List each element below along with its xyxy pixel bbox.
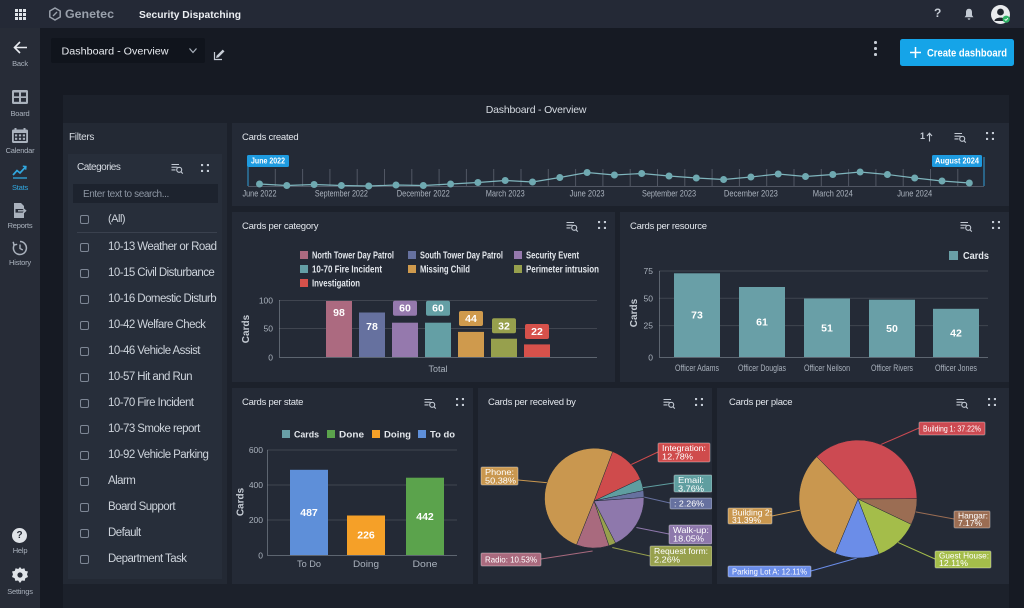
svg-text:Genetec: Genetec — [65, 9, 115, 21]
svg-text:442: 442 — [416, 511, 434, 523]
svg-text:60: 60 — [432, 303, 444, 315]
svg-text:Officer Neilson: Officer Neilson — [804, 363, 850, 373]
svg-text:Perimeter intrusion: Perimeter intrusion — [526, 265, 599, 276]
svg-text:60: 60 — [399, 303, 411, 315]
svg-text:Building 1: 37.22%: Building 1: 37.22% — [923, 424, 981, 434]
svg-text:2.26%: 2.26% — [654, 555, 680, 565]
svg-text:Officer Douglas: Officer Douglas — [738, 363, 786, 373]
svg-text:Security Dispatching: Security Dispatching — [139, 9, 241, 21]
svg-text:Cards: Cards — [236, 487, 247, 516]
svg-text:June 2022: June 2022 — [243, 189, 277, 199]
svg-text:March 2024: March 2024 — [813, 189, 853, 199]
svg-text:12.11%: 12.11% — [939, 558, 968, 568]
svg-text:September 2023: September 2023 — [642, 189, 696, 199]
svg-text:50: 50 — [264, 324, 274, 334]
svg-text:0: 0 — [258, 551, 263, 561]
svg-text:Cards: Cards — [241, 314, 252, 343]
svg-text:Done: Done — [413, 559, 438, 569]
svg-text:12.78%: 12.78% — [662, 452, 693, 462]
svg-text:75: 75 — [644, 266, 654, 276]
svg-text:Doing: Doing — [353, 559, 379, 569]
svg-text:Security Event: Security Event — [526, 251, 580, 262]
svg-text:December 2023: December 2023 — [724, 189, 778, 199]
svg-text:Request form:: Request form: — [654, 546, 708, 556]
svg-text:Officer Jones: Officer Jones — [935, 363, 977, 373]
svg-text:50.38%: 50.38% — [485, 476, 516, 486]
svg-text:42: 42 — [950, 327, 962, 339]
svg-text:78: 78 — [366, 321, 378, 333]
svg-text:Doing: Doing — [384, 430, 411, 441]
svg-text:Radio: 10.53%: Radio: 10.53% — [485, 555, 537, 565]
svg-text:Officer Adams: Officer Adams — [675, 363, 719, 373]
svg-text:Walk-up:: Walk-up: — [673, 525, 709, 535]
svg-text:50: 50 — [886, 323, 898, 335]
svg-text:Email:: Email: — [678, 475, 704, 485]
svg-text:25: 25 — [644, 321, 654, 331]
svg-text:Cards: Cards — [963, 251, 989, 262]
svg-text:North Tower Day Patrol: North Tower Day Patrol — [312, 251, 394, 262]
svg-text:73: 73 — [691, 310, 703, 322]
svg-text:Done: Done — [339, 430, 364, 441]
svg-text:Create dashboard: Create dashboard — [927, 48, 1007, 60]
svg-text:487: 487 — [300, 507, 318, 519]
svg-text:Total: Total — [429, 364, 448, 374]
svg-text:0: 0 — [268, 353, 273, 363]
svg-text:Missing Child: Missing Child — [420, 265, 470, 276]
svg-text:32: 32 — [498, 320, 510, 332]
svg-text:7.17%: 7.17% — [958, 518, 982, 528]
svg-text:Phone:: Phone: — [485, 467, 514, 477]
svg-text:Integration:: Integration: — [662, 443, 706, 453]
svg-text:22: 22 — [531, 326, 543, 338]
svg-text:To Do: To Do — [297, 559, 321, 569]
svg-text:Dashboard - Overview: Dashboard - Overview — [62, 46, 169, 58]
svg-text:South Tower Day Patrol: South Tower Day Patrol — [420, 251, 503, 262]
svg-text:: 2.26%: : 2.26% — [674, 499, 704, 509]
svg-text:To do: To do — [430, 430, 455, 441]
svg-text:Cards: Cards — [294, 430, 319, 441]
svg-text:August 2024: August 2024 — [935, 157, 980, 166]
svg-text:Parking Lot A: 12.11%: Parking Lot A: 12.11% — [732, 567, 807, 577]
svg-text:31.39%: 31.39% — [732, 515, 761, 525]
svg-text:March 2023: March 2023 — [486, 189, 525, 199]
svg-text:600: 600 — [249, 445, 263, 455]
svg-text:61: 61 — [756, 317, 768, 329]
svg-text:Hangar:: Hangar: — [958, 511, 988, 521]
svg-text:Cards: Cards — [629, 298, 640, 327]
svg-text:0: 0 — [648, 353, 653, 363]
svg-text:51: 51 — [821, 322, 833, 334]
svg-text:50: 50 — [644, 293, 654, 303]
svg-text:June 2024: June 2024 — [897, 189, 932, 199]
svg-text:June 2022: June 2022 — [251, 157, 285, 166]
svg-text:Guest House:: Guest House: — [939, 551, 989, 561]
svg-text:98: 98 — [333, 307, 345, 319]
svg-text:Officer Rivers: Officer Rivers — [871, 363, 913, 373]
svg-text:Investigation: Investigation — [312, 279, 360, 290]
svg-text:June 2023: June 2023 — [570, 189, 605, 199]
svg-text:December 2022: December 2022 — [397, 189, 450, 199]
svg-text:10-70 Fire Incident: 10-70 Fire Incident — [312, 265, 383, 276]
svg-text:200: 200 — [249, 515, 263, 525]
svg-text:44: 44 — [465, 313, 477, 325]
svg-text:400: 400 — [249, 480, 263, 490]
svg-text:3.76%: 3.76% — [678, 484, 704, 494]
svg-text:18.05%: 18.05% — [673, 534, 704, 544]
svg-text:September 2022: September 2022 — [315, 189, 368, 199]
svg-text:Building 2:: Building 2: — [732, 508, 772, 518]
svg-text:100: 100 — [259, 296, 273, 306]
svg-text:226: 226 — [357, 530, 375, 542]
